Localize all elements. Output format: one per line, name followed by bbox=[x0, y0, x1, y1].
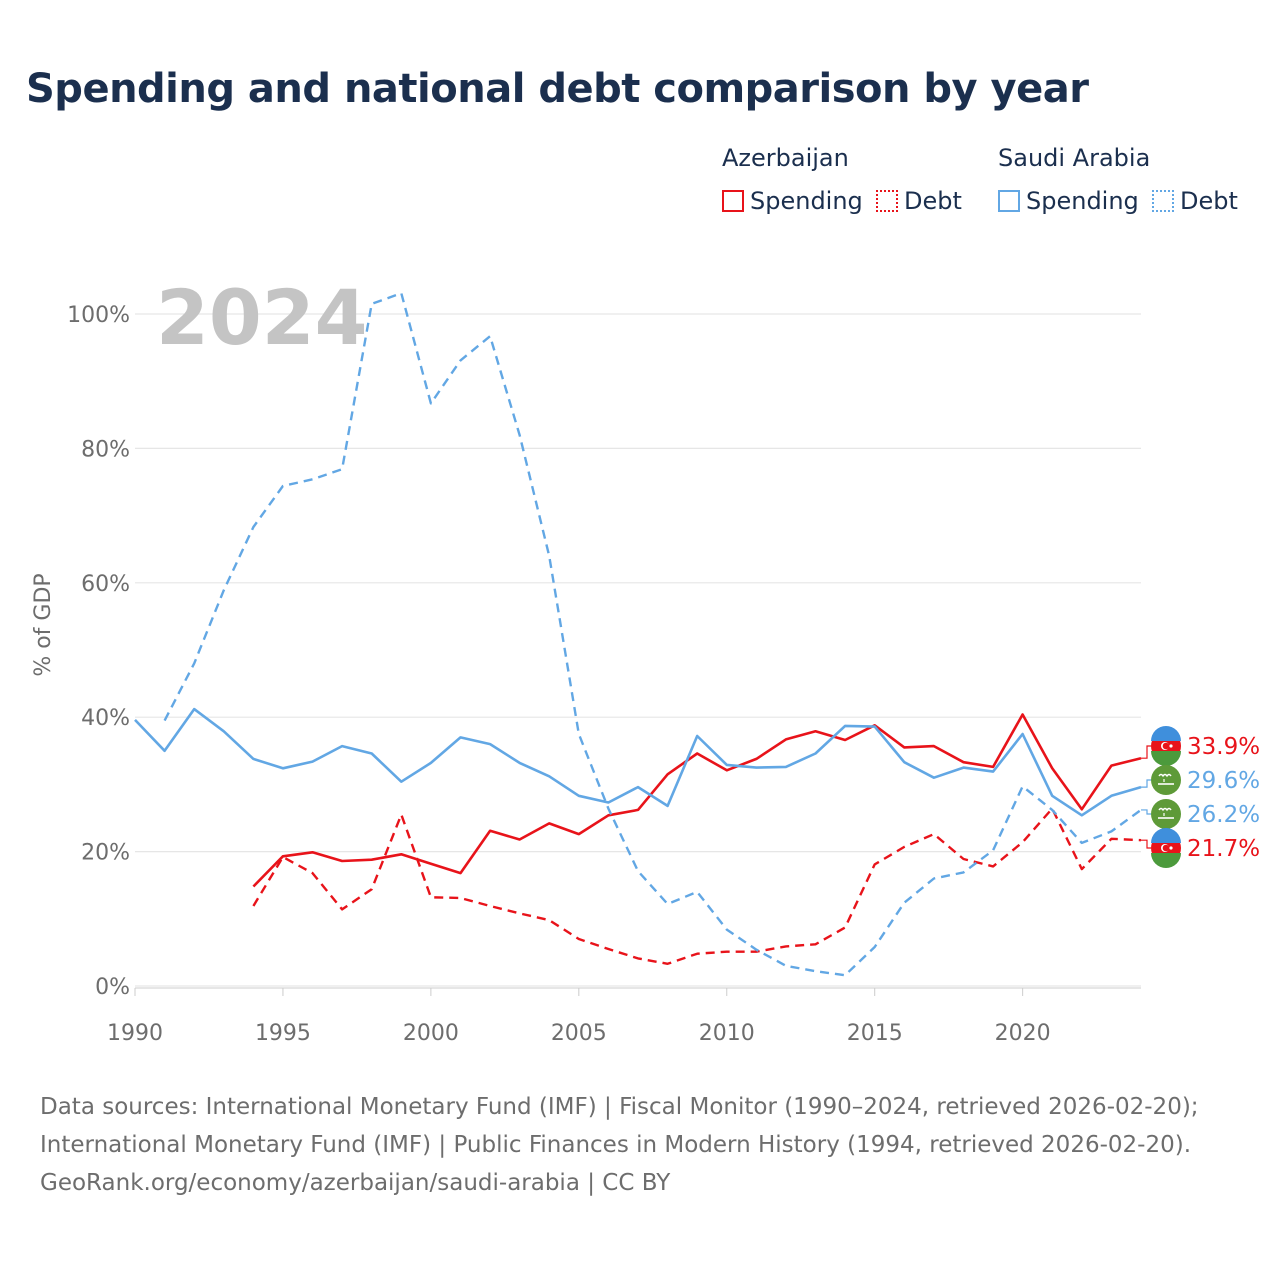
legend-label: Spending bbox=[1026, 187, 1139, 215]
series-line-azerbaijan-spending[interactable] bbox=[252, 713, 1142, 888]
legend-label: Spending bbox=[750, 187, 863, 215]
legend-label: Debt bbox=[904, 187, 962, 215]
azerbaijan-flag-icon bbox=[1151, 828, 1181, 868]
x-tick-label: 2015 bbox=[847, 1021, 903, 1046]
y-tick-label: 60% bbox=[81, 572, 130, 597]
azerbaijan-flag-icon bbox=[1151, 726, 1181, 766]
end-value-label: 26.2% bbox=[1187, 802, 1260, 828]
footer-line: International Monetary Fund (IMF) | Publ… bbox=[40, 1132, 1191, 1158]
y-axis-title: % of GDP bbox=[31, 573, 56, 676]
legend-swatch-solid-icon bbox=[722, 190, 744, 212]
footer-line: GeoRank.org/economy/azerbaijan/saudi-ara… bbox=[40, 1170, 671, 1196]
end-label-connector bbox=[1141, 809, 1151, 815]
series-line-saudi-arabia-debt[interactable] bbox=[163, 292, 1142, 977]
end-label-layer: 33.9% 29.6% 26.2% 21.7% bbox=[1141, 726, 1260, 868]
line-chart: 2024 0% 20% 40% 60% 80% 100% 1990 1995 2000 2005 2… bbox=[31, 273, 1260, 1046]
legend-item-azerbaijan-spending[interactable]: Spending bbox=[722, 186, 863, 216]
legend-group-saudi-arabia: Saudi Arabia bbox=[998, 144, 1151, 172]
end-label-connector bbox=[1141, 745, 1151, 759]
end-value-label: 21.7% bbox=[1187, 836, 1260, 862]
x-tick-label: 2010 bbox=[699, 1021, 755, 1046]
x-tick-label: 2020 bbox=[995, 1021, 1051, 1046]
legend-swatch-dotted-icon bbox=[876, 190, 898, 212]
legend-label: Debt bbox=[1180, 187, 1238, 215]
saudi-arabia-flag-icon bbox=[1151, 765, 1181, 795]
series-line-azerbaijan-debt[interactable] bbox=[252, 807, 1142, 965]
y-tick-label: 80% bbox=[81, 437, 130, 462]
legend-swatch-dotted-icon bbox=[1152, 190, 1174, 212]
x-tick-label: 1995 bbox=[255, 1021, 311, 1046]
saudi-arabia-flag-icon bbox=[1151, 799, 1181, 829]
grid-layer bbox=[135, 313, 1141, 987]
x-tick-label: 1990 bbox=[107, 1021, 163, 1046]
y-tick-label: 40% bbox=[81, 706, 130, 731]
end-value-label: 29.6% bbox=[1187, 768, 1260, 794]
footer-sources: Data sources: International Monetary Fun… bbox=[40, 1088, 1199, 1202]
chart-title: Spending and national debt comparison by… bbox=[26, 66, 1089, 112]
footer-line: Data sources: International Monetary Fun… bbox=[40, 1094, 1199, 1120]
legend-item-saudi-arabia-spending[interactable]: Spending bbox=[998, 186, 1139, 216]
legend-group-azerbaijan: Azerbaijan bbox=[722, 144, 849, 172]
end-label-connector bbox=[1141, 779, 1151, 788]
year-watermark: 2024 bbox=[156, 273, 368, 362]
y-tick-label: 0% bbox=[95, 975, 130, 1000]
x-tick-label: 2005 bbox=[551, 1021, 607, 1046]
series-line-saudi-arabia-spending[interactable] bbox=[134, 707, 1142, 817]
axis-layer: 0% 20% 40% 60% 80% 100% 1990 1995 2000 2005 2010 20… bbox=[67, 303, 1141, 1046]
y-tick-label: 20% bbox=[81, 841, 130, 866]
legend-swatch-solid-icon bbox=[998, 190, 1020, 212]
y-tick-label: 100% bbox=[67, 303, 130, 328]
end-value-label: 33.9% bbox=[1187, 734, 1260, 760]
legend-item-saudi-arabia-debt[interactable]: Debt bbox=[1152, 186, 1238, 216]
end-label-connector bbox=[1141, 839, 1151, 849]
legend-item-azerbaijan-debt[interactable]: Debt bbox=[876, 186, 962, 216]
series-layer bbox=[134, 292, 1142, 977]
x-tick-label: 2000 bbox=[403, 1021, 459, 1046]
